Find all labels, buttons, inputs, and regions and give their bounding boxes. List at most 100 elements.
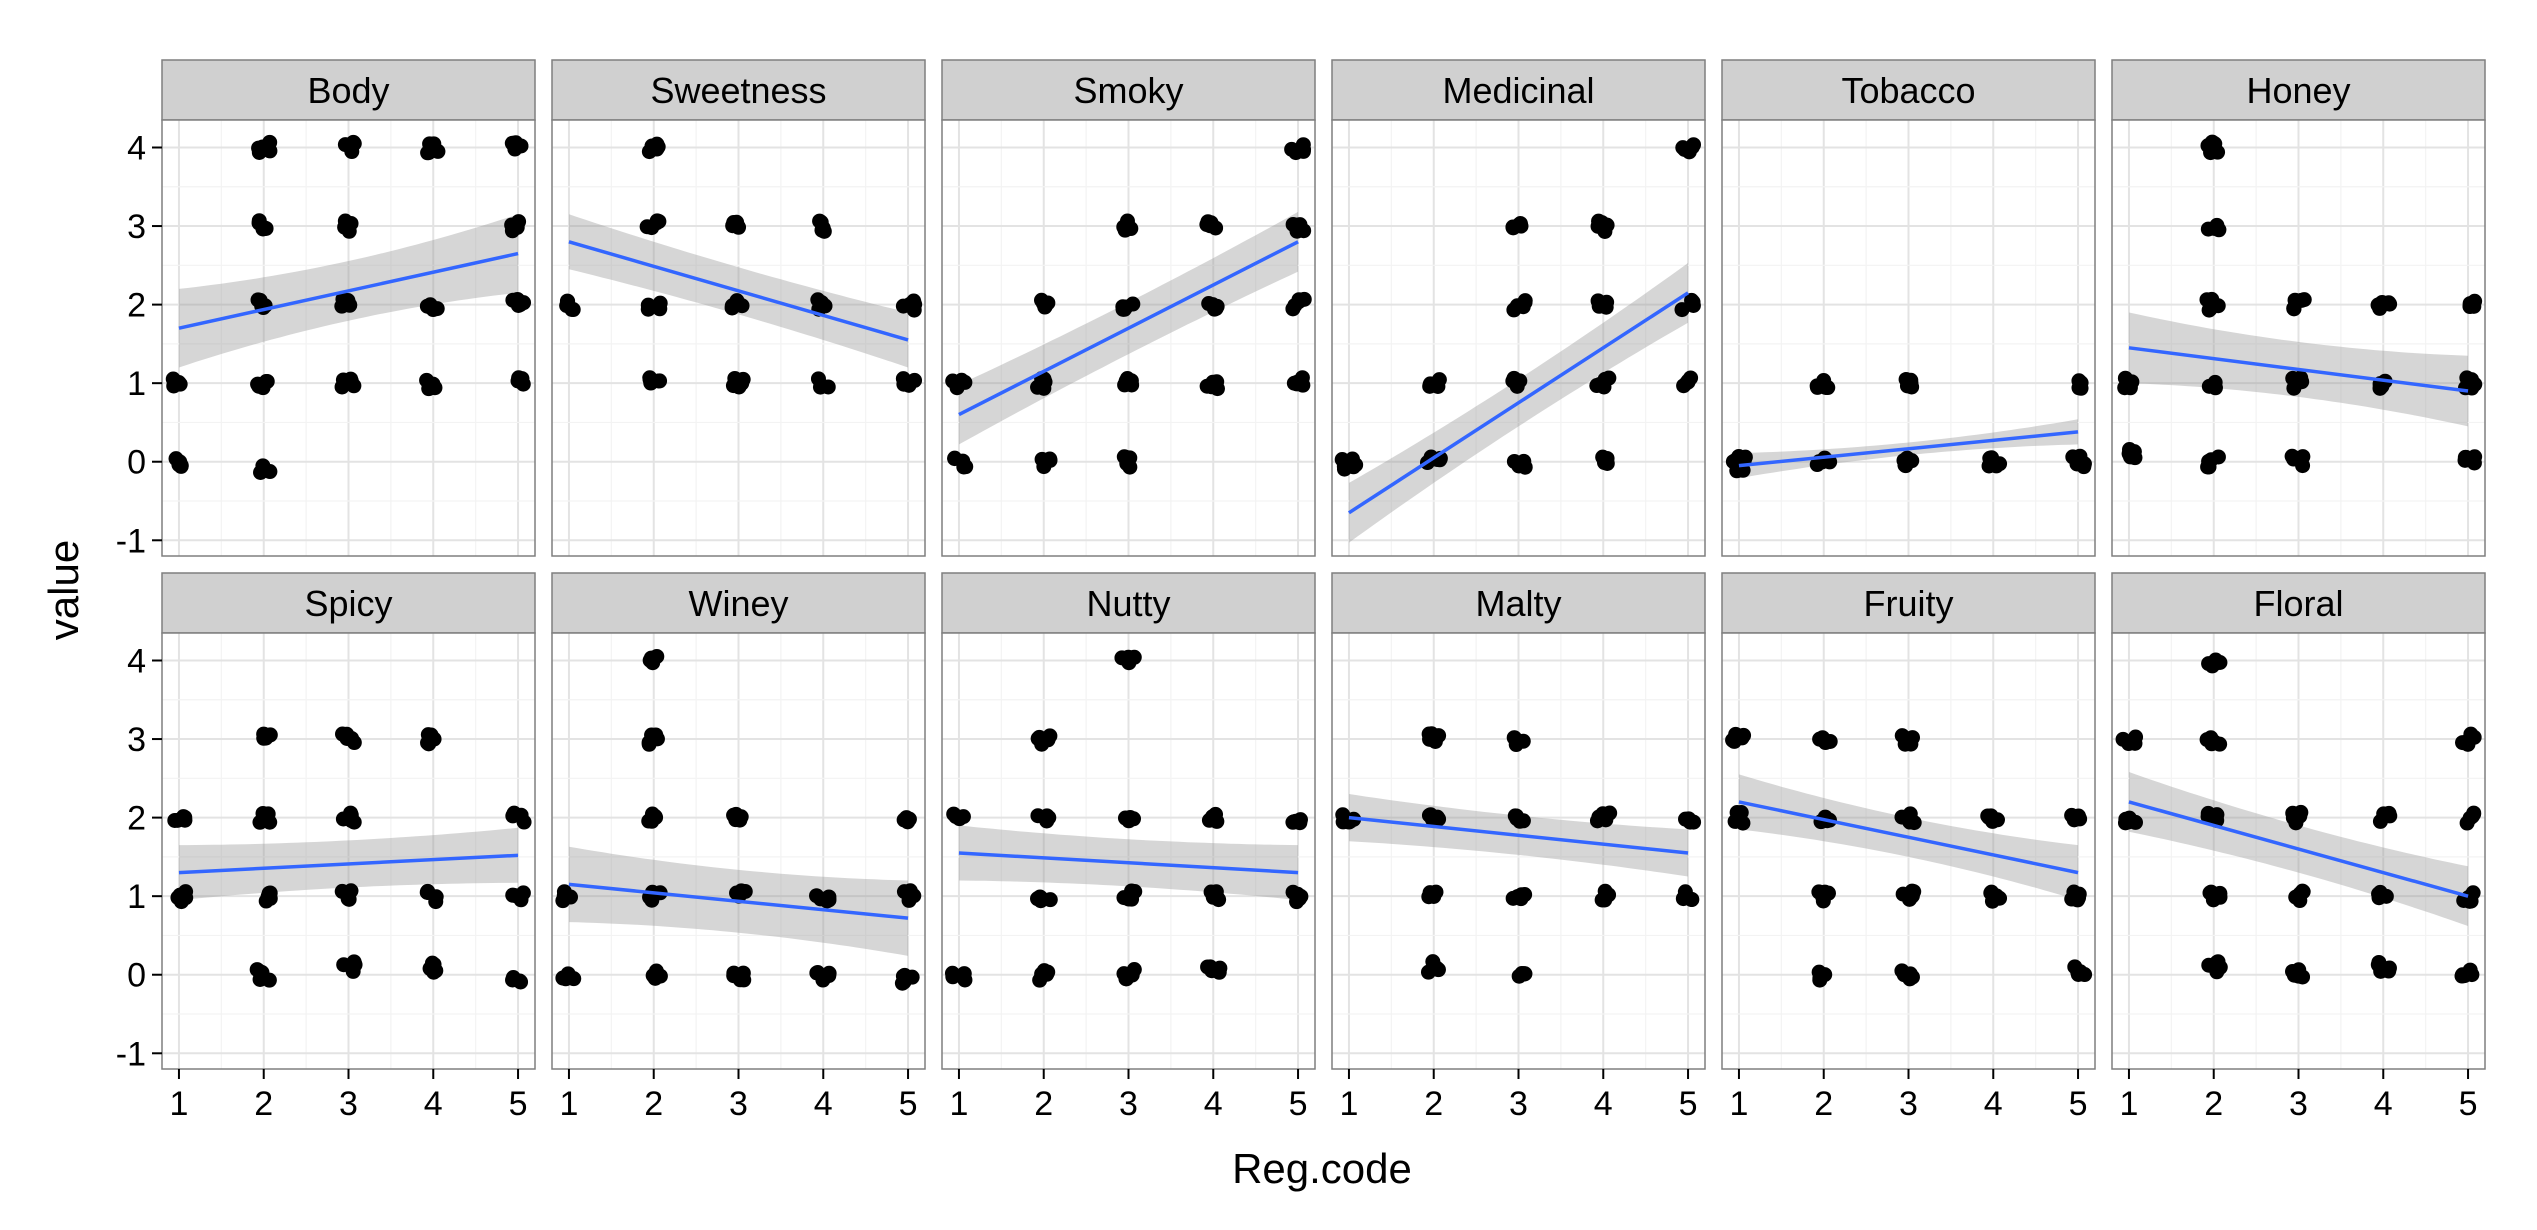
x-tick-label: 2 — [254, 1085, 273, 1123]
x-tick-label: 5 — [509, 1085, 528, 1123]
data-point — [511, 214, 527, 230]
data-point — [1037, 299, 1053, 315]
data-point — [1116, 449, 1132, 465]
panel-tobacco: Tobacco — [1721, 59, 2096, 557]
data-point — [1124, 377, 1140, 393]
data-point — [1736, 727, 1752, 743]
data-point — [639, 219, 655, 235]
data-point — [337, 213, 353, 229]
x-tick-label: 3 — [1509, 1085, 1528, 1123]
data-point — [644, 138, 660, 154]
data-point — [346, 735, 362, 751]
y-axis-title: value — [40, 540, 87, 640]
data-point — [895, 968, 911, 984]
fit-line — [1738, 800, 2079, 875]
data-point — [945, 373, 961, 389]
x-tick-label: 5 — [899, 1085, 918, 1123]
data-point — [643, 375, 659, 391]
data-point — [1817, 967, 1833, 983]
strip-label: Body — [307, 70, 389, 111]
data-point — [1030, 891, 1046, 907]
data-point — [1208, 806, 1224, 822]
data-point — [1348, 457, 1364, 473]
panel-border — [1331, 119, 1706, 557]
data-point — [2374, 378, 2390, 394]
strip-label: Smoky — [1073, 70, 1183, 111]
data-point — [2286, 450, 2302, 466]
panel-fruity: Fruity 1 2 3 4 5 — [1721, 572, 2096, 1123]
data-point — [1512, 373, 1528, 389]
strip-background — [1721, 572, 2096, 634]
data-point — [2291, 968, 2307, 984]
data-point — [557, 970, 573, 986]
data-point — [1984, 450, 2000, 466]
data-point — [565, 302, 581, 318]
x-tick-label: 3 — [1899, 1085, 1918, 1123]
data-point — [346, 954, 362, 970]
data-point — [1733, 805, 1749, 821]
data-point — [2199, 292, 2215, 308]
y-tick-label: 4 — [127, 642, 146, 680]
x-tick-label: 1 — [559, 1085, 578, 1123]
data-point — [428, 889, 444, 905]
data-point — [1429, 809, 1445, 825]
data-point — [2071, 890, 2087, 906]
strip-label: Fruity — [1864, 583, 1954, 624]
data-point — [1205, 374, 1221, 390]
panel-border — [551, 119, 926, 557]
data-point — [1042, 452, 1058, 468]
data-point — [734, 375, 750, 391]
data-point — [2071, 808, 2087, 824]
strip-label: Floral — [2253, 583, 2343, 624]
panel-sweetness: Sweetness — [551, 59, 926, 557]
x-tick-label: 1 — [1339, 1085, 1358, 1123]
data-point — [1292, 815, 1308, 831]
data-point — [2293, 292, 2309, 308]
data-point — [649, 731, 665, 747]
data-point — [2065, 449, 2081, 465]
data-point — [1203, 884, 1219, 900]
data-point — [1422, 378, 1438, 394]
strip-background — [1721, 59, 2096, 121]
y-tick-label: 2 — [127, 287, 146, 325]
strip-label: Honey — [2246, 70, 2350, 111]
data-point — [344, 138, 360, 154]
y-tick-label: 3 — [127, 208, 146, 246]
data-point — [1599, 294, 1615, 310]
fit-line — [958, 851, 1299, 875]
data-point — [644, 813, 660, 829]
y-tick-label: 3 — [127, 721, 146, 759]
data-point — [1894, 728, 1910, 744]
data-point — [813, 296, 829, 312]
data-point — [2460, 736, 2476, 752]
data-point — [1431, 728, 1447, 744]
data-point — [821, 889, 837, 905]
data-point — [172, 376, 188, 392]
data-point — [2464, 380, 2480, 396]
data-point — [249, 962, 265, 978]
data-point — [251, 215, 267, 231]
data-point — [649, 969, 665, 985]
data-point — [429, 301, 445, 317]
data-point — [1120, 653, 1136, 669]
data-point — [949, 809, 965, 825]
x-tick-label: 1 — [949, 1085, 968, 1123]
data-point — [947, 451, 963, 467]
x-tick-label: 2 — [1034, 1085, 1053, 1123]
data-point — [1814, 732, 1830, 748]
data-point — [902, 890, 918, 906]
data-point — [513, 807, 529, 823]
strip-label: Malty — [1475, 583, 1561, 624]
fit-line — [1348, 815, 1689, 855]
data-point — [652, 301, 668, 317]
data-point — [2076, 459, 2092, 475]
panel-smoky: Smoky — [941, 59, 1316, 557]
data-point — [2465, 885, 2481, 901]
x-tick-label: 5 — [2069, 1085, 2088, 1123]
data-point — [334, 883, 350, 899]
data-point — [2374, 294, 2390, 310]
x-axis-title: Reg.code — [1232, 1145, 1412, 1192]
data-point — [2285, 370, 2301, 386]
x-tick-label: 3 — [339, 1085, 358, 1123]
x-tick-label: 3 — [729, 1085, 748, 1123]
